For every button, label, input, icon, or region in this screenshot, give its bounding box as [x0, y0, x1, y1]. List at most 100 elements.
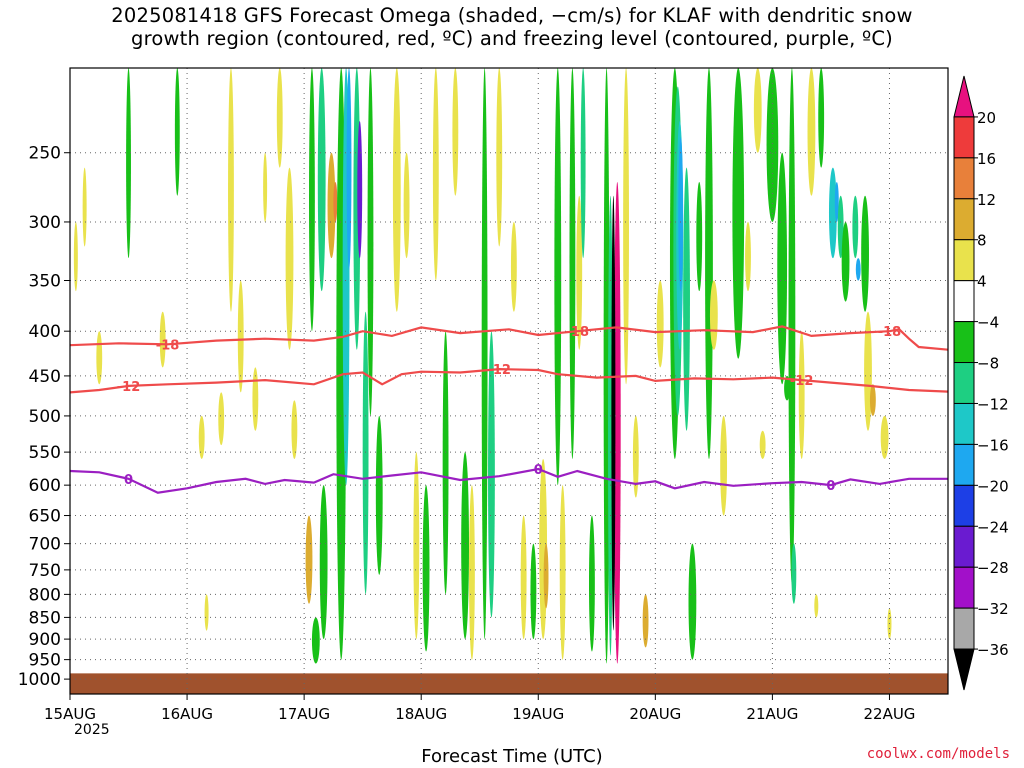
colorbar-band-5: [953, 280, 975, 323]
colorbar-label-0: 20: [977, 109, 996, 127]
omega-plume-95: [784, 375, 790, 401]
omega-plume-17: [309, 68, 315, 332]
colorbar-label-1: 16: [977, 150, 996, 168]
omega-plume-70: [709, 280, 718, 350]
omega-plume-59: [632, 415, 639, 498]
x-tick-label-2: 17AUG: [278, 705, 330, 723]
x-axis-title: Forecast Time (UTC): [421, 746, 603, 767]
omega-plume-40: [481, 68, 488, 640]
omega-plume-86: [841, 221, 850, 302]
colorbar-band-2: [953, 157, 975, 200]
omega-plume-21: [327, 152, 336, 259]
omega-plume-36: [442, 331, 449, 595]
chart-title-line-2: growth region (contoured, red, ºC) and f…: [131, 27, 893, 50]
omega-plume-13: [276, 68, 283, 168]
colorbar-band-4: [953, 239, 975, 282]
omega-plume-31: [392, 68, 401, 312]
contour-label-0-1: -18: [566, 325, 590, 340]
omega-plume-7: [204, 594, 209, 631]
omega-plume-25: [346, 68, 352, 270]
x-tick-label-3: 18AUG: [395, 705, 447, 723]
omega-plume-68: [696, 181, 703, 292]
colorbar-label-4: 4: [977, 273, 987, 291]
omega-plume-76: [766, 68, 779, 222]
omega-plume-71: [720, 415, 728, 516]
colorbar-label-7: −12: [977, 395, 1009, 413]
y-tick-label-950: 950: [29, 651, 61, 671]
omega-plume-92: [880, 415, 889, 459]
omega-plume-47: [543, 543, 549, 609]
omega-plume-34: [422, 485, 430, 652]
omega-plume-75: [759, 430, 766, 459]
y-tick-label-600: 600: [29, 476, 61, 496]
omega-plume-84: [834, 181, 839, 222]
colorbar-band-10: [953, 484, 975, 527]
omega-plume-44: [520, 515, 527, 640]
x-tick-label-1: 16AUG: [161, 705, 213, 723]
omega-plume-81: [807, 68, 816, 196]
y-tick-label-900: 900: [29, 630, 61, 650]
omega-plume-66: [683, 167, 690, 431]
omega-plume-35: [432, 68, 439, 281]
omega-plume-42: [496, 68, 503, 247]
omega-plume-4: [159, 311, 166, 368]
omega-plume-10: [237, 280, 244, 393]
omega-plume-8: [218, 392, 225, 446]
omega-plume-38: [461, 452, 470, 640]
omega-plume-15: [291, 400, 298, 459]
omega-plume-0: [73, 221, 78, 292]
contour-label-0-2: -18: [878, 325, 902, 340]
omega-plume-65: [678, 137, 684, 292]
omega-plume-72: [732, 68, 745, 359]
y-tick-label-800: 800: [29, 585, 61, 605]
contour-label-2-1: 0: [534, 463, 543, 478]
colorbar-label-8: −16: [977, 436, 1009, 454]
omega-shading-layer: [73, 68, 892, 664]
y-tick-label-850: 850: [29, 608, 61, 628]
omega-plume-22: [333, 181, 338, 222]
omega-plume-11: [252, 367, 259, 431]
y-tick-label-650: 650: [29, 507, 61, 527]
omega-plume-5: [174, 68, 180, 196]
colorbar-band-3: [953, 198, 975, 241]
colorbar-label-10: −24: [977, 518, 1009, 536]
y-tick-label-750: 750: [29, 561, 61, 581]
contour-label-1-1: -12: [487, 363, 511, 378]
y-tick-label-700: 700: [29, 535, 61, 555]
colorbar-band-13: [953, 607, 975, 650]
omega-plume-51: [576, 195, 583, 350]
omega-plume-80: [798, 331, 805, 459]
omega-plume-6: [198, 415, 205, 459]
contour-label-1-2: -12: [790, 374, 814, 389]
omega-plume-43: [510, 221, 517, 312]
omega-plume-67: [688, 543, 697, 660]
omega-plume-3: [126, 68, 131, 259]
omega-plume-29: [367, 68, 374, 416]
omega-plume-37: [452, 68, 459, 196]
omega-plume-89: [861, 195, 869, 312]
omega-plume-20: [319, 485, 328, 640]
site-credit-link[interactable]: coolwx.com/models: [866, 746, 1010, 762]
contour-line-2: [70, 467, 948, 494]
omega-plume-12: [263, 152, 268, 222]
omega-plume-91: [869, 384, 876, 416]
colorbar-band-11: [953, 525, 975, 568]
omega-plume-54: [603, 68, 610, 664]
omega-plume-82: [818, 68, 825, 168]
colorbar-band-14: [953, 648, 975, 691]
omega-plume-41: [488, 331, 495, 618]
omega-plume-94: [814, 594, 819, 618]
omega-plume-77: [777, 152, 788, 385]
chart-title-line-1: 2025081418 GFS Forecast Omega (shaded, −…: [111, 4, 913, 27]
colorbar-legend: 20 16 12 8 4 −4 −8 −12 −16 −20 −24 −28 −32 −36: [953, 75, 1009, 691]
omega-plume-87: [852, 195, 859, 259]
y-tick-label-450: 450: [29, 367, 61, 387]
ground-layer: [70, 673, 948, 694]
colorbar-label-13: −36: [977, 641, 1009, 659]
omega-plume-2: [96, 331, 103, 385]
omega-plume-83: [828, 167, 837, 259]
omega-plume-19: [317, 68, 326, 292]
omega-plume-1: [82, 167, 87, 247]
y-tick-label-400: 400: [29, 322, 61, 342]
